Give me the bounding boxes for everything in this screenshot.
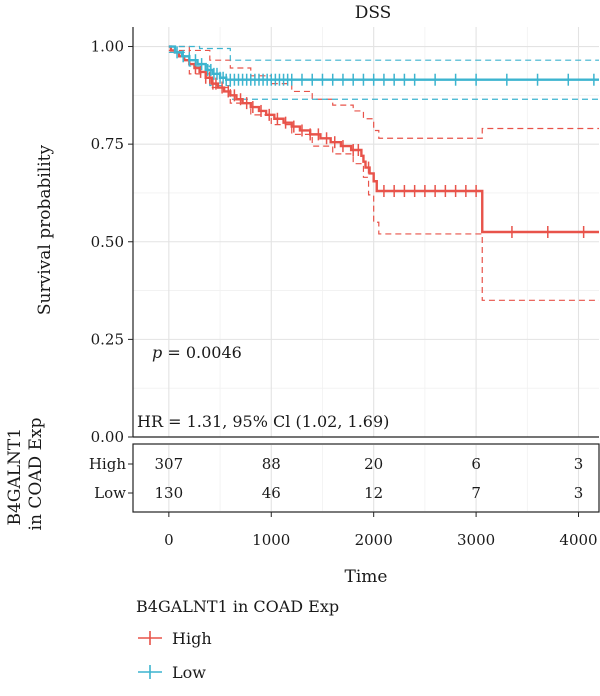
censor-marks (176, 46, 595, 238)
risk-table-panel (132, 443, 600, 513)
y-axis-title: Survival probability (35, 144, 55, 315)
x-tick-label: 1000 (252, 531, 290, 549)
y-tick-label: 0.25 (91, 330, 124, 348)
legend-label-high: High (172, 629, 212, 648)
legend-label-low: Low (172, 663, 206, 682)
risk-count-low: 130 (155, 484, 184, 502)
x-tick-labels: 0 1000 2000 3000 4000 (164, 512, 598, 549)
y-tick-label: 0.75 (91, 135, 124, 153)
survival-curve-high (168, 45, 599, 234)
ci-lower-high (168, 49, 599, 301)
risk-table-title-line-2: in COAD Exp (26, 417, 46, 530)
ci-upper-low (168, 45, 599, 61)
risk-table-title: B4GALNT1 in COAD Exp (5, 417, 46, 530)
hazard-ratio: HR = 1.31, 95% Cl (1.02, 1.69) (137, 412, 389, 431)
p-value-symbol: p (152, 343, 162, 362)
y-tick-label: 0.50 (91, 233, 124, 251)
y-tick-label: 0.00 (91, 428, 124, 446)
y-tick-label: 1.00 (91, 38, 124, 56)
x-tick-label: 4000 (559, 531, 597, 549)
risk-count-high: 6 (471, 455, 481, 473)
legend-item-low: Low (138, 663, 206, 682)
risk-count-high: 3 (574, 455, 584, 473)
p-value: p = 0.0046 (152, 343, 242, 362)
risk-count-high: 307 (155, 455, 184, 473)
risk-count-low: 7 (471, 484, 481, 502)
risk-count-high: 20 (364, 455, 383, 473)
risk-table-title-line-1: B4GALNT1 (5, 428, 25, 525)
legend: B4GALNT1 in COAD Exp High Low (136, 597, 339, 682)
y-tick-labels: 0.00 0.25 0.50 0.75 1.00 (91, 38, 133, 446)
x-tick-label: 0 (164, 531, 174, 549)
risk-count-high: 88 (262, 455, 281, 473)
legend-title: B4GALNT1 in COAD Exp (136, 597, 339, 616)
x-tick-label: 2000 (355, 531, 393, 549)
p-value-text: = 0.0046 (162, 343, 242, 362)
x-axis-title: Time (345, 567, 388, 587)
chart-title: DSS (355, 3, 392, 23)
risk-count-low: 3 (574, 484, 584, 502)
risk-label-low: Low (94, 484, 126, 502)
risk-table-values: 307 88 20 6 3 130 46 12 7 3 (128, 455, 583, 502)
legend-item-high: High (138, 629, 212, 648)
risk-count-low: 46 (262, 484, 281, 502)
risk-label-high: High (89, 455, 126, 473)
risk-count-low: 12 (364, 484, 383, 502)
risk-table-grid (168, 445, 580, 511)
x-tick-label: 3000 (457, 531, 495, 549)
